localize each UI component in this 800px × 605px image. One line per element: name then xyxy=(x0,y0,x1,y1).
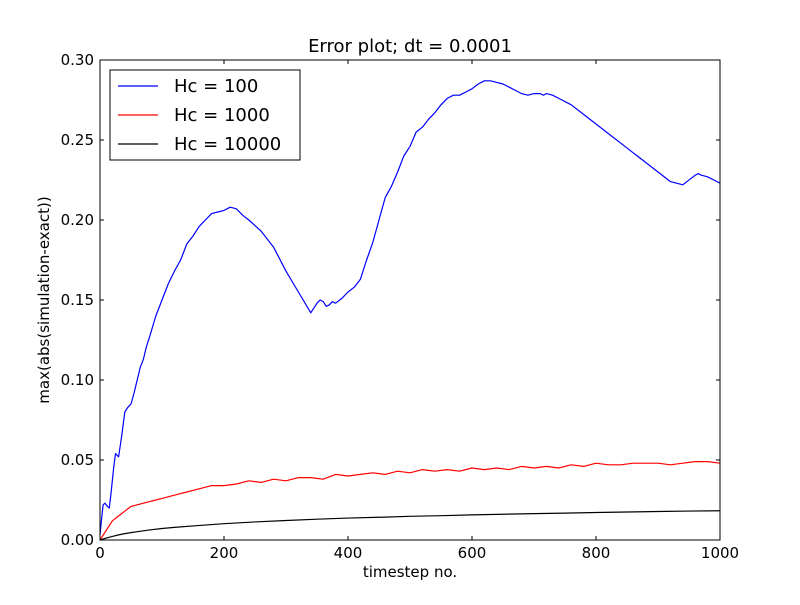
x-tick-label: 1000 xyxy=(701,544,739,562)
series-line-hc1000 xyxy=(99,461,721,541)
series-line-hc100 xyxy=(99,80,721,536)
x-tick-label: 0 xyxy=(95,544,105,562)
series-line-hc10000 xyxy=(99,510,721,541)
x-tick-label: 400 xyxy=(334,544,363,562)
legend-label-hc100: Hc = 100 xyxy=(174,76,258,97)
y-tick-label: 0.30 xyxy=(61,51,94,69)
series-layer xyxy=(99,80,721,541)
y-tick-label: 0.00 xyxy=(61,531,94,549)
x-tick-label: 600 xyxy=(458,544,487,562)
y-tick-label: 0.20 xyxy=(61,211,94,229)
y-tick-label: 0.25 xyxy=(61,131,94,149)
y-axis-label: max(abs(simulation-exact)) xyxy=(35,196,53,403)
y-tick-label: 0.15 xyxy=(61,291,94,309)
legend: Hc = 100 Hc = 1000 Hc = 10000 xyxy=(109,69,301,161)
x-tick-label: 200 xyxy=(210,544,239,562)
y-tick-label: 0.10 xyxy=(61,371,94,389)
x-tick-label: 800 xyxy=(582,544,611,562)
legend-label-hc10000: Hc = 10000 xyxy=(174,134,281,155)
chart-title: Error plot; dt = 0.0001 xyxy=(308,36,512,57)
tick-layer: 0 200 400 600 800 1000 0.00 0.05 0.10 0.15 0.20 0.2… xyxy=(61,51,740,562)
y-tick-label: 0.05 xyxy=(61,451,94,469)
legend-label-hc1000: Hc = 1000 xyxy=(174,105,270,126)
x-axis-label: timestep no. xyxy=(363,563,457,581)
